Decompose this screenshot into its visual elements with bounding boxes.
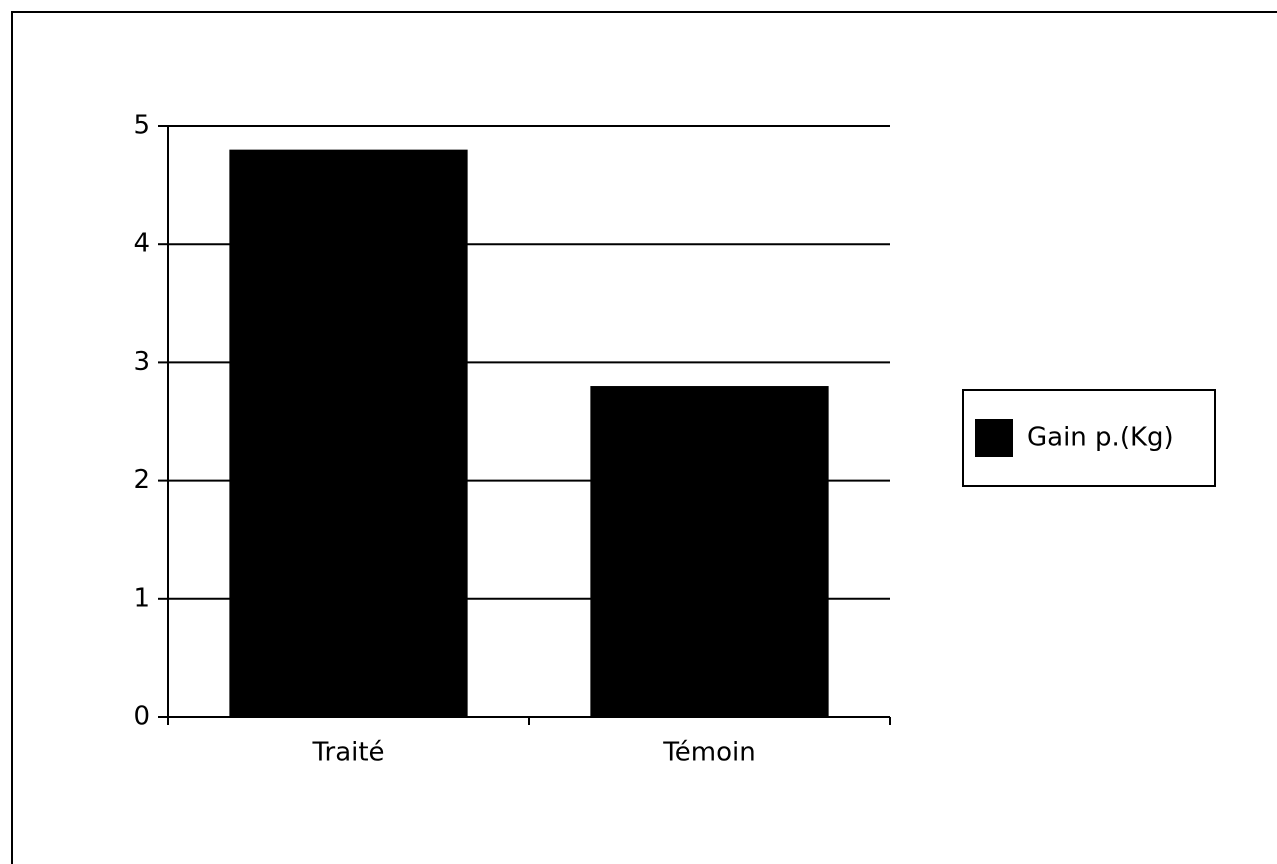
bar (229, 149, 468, 717)
y-tick-label: 1 (133, 583, 150, 613)
y-tick-label: 0 (133, 702, 150, 732)
y-tick-label: 3 (133, 347, 150, 377)
bar (590, 386, 829, 717)
legend-label: Gain p.(Kg) (1027, 423, 1174, 453)
legend-box (962, 389, 1216, 487)
legend-swatch (975, 419, 1013, 457)
y-tick-label: 2 (133, 465, 150, 495)
x-tick-label: Traité (311, 738, 384, 768)
y-tick-label: 5 (133, 111, 150, 141)
x-tick-label: Témoin (662, 738, 755, 768)
chart-frame (11, 11, 1277, 864)
y-tick-label: 4 (133, 229, 150, 259)
